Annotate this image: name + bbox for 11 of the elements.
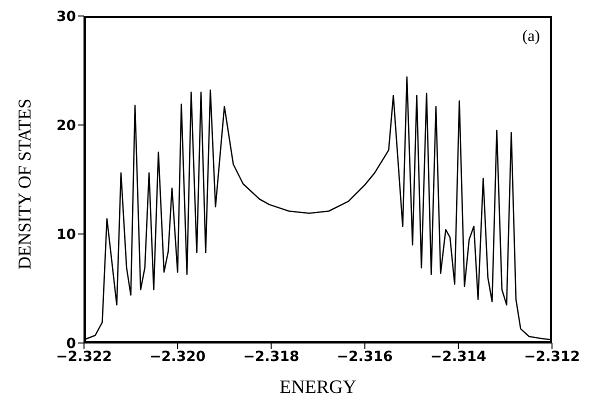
y-axis-title: DENSITY OF STATES bbox=[14, 98, 34, 270]
y-tick-label: 10 bbox=[56, 226, 76, 243]
x-tick-label: −2.318 bbox=[243, 348, 300, 365]
x-tick-label: −2.314 bbox=[430, 348, 487, 365]
x-tick-label: −2.320 bbox=[150, 348, 206, 365]
annotation: (a) bbox=[522, 28, 540, 46]
x-tick-label: −2.312 bbox=[524, 348, 580, 365]
y-tick-label: 20 bbox=[56, 118, 76, 134]
y-tick-label: 30 bbox=[56, 8, 76, 25]
x-tick-label: −2.316 bbox=[336, 348, 393, 365]
x-axis-title: ENERGY bbox=[279, 377, 357, 398]
